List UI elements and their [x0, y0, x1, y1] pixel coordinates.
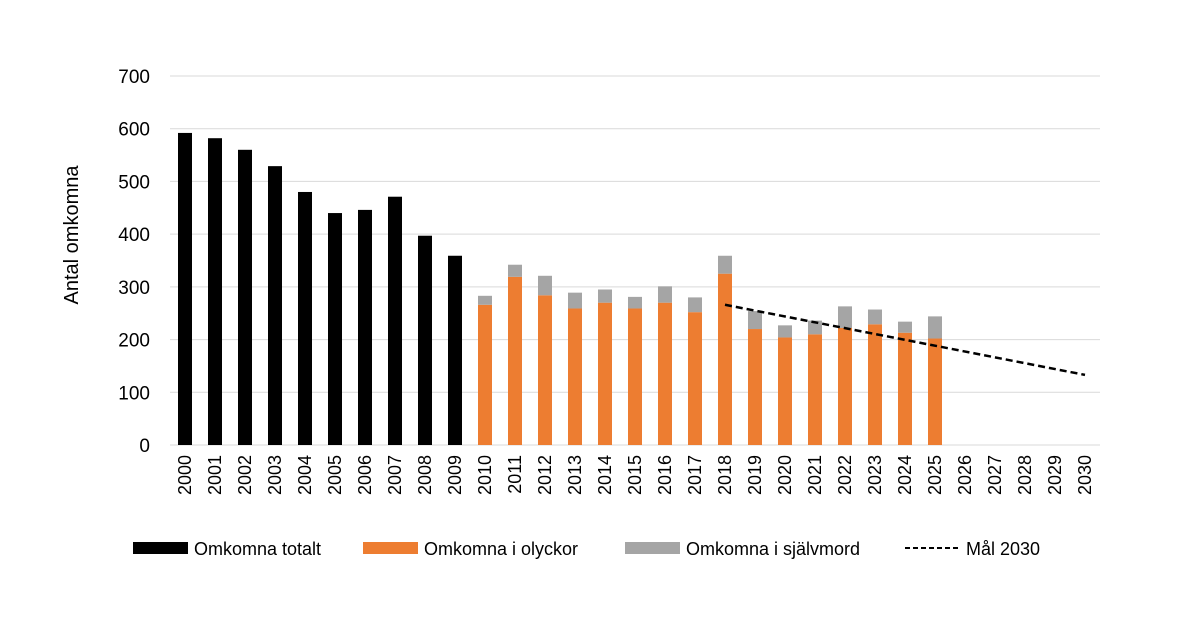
y-tick-label: 400	[118, 225, 150, 246]
x-tick-label: 2008	[415, 455, 435, 495]
y-tick-label: 700	[118, 67, 150, 88]
legend-swatch	[133, 542, 188, 554]
bar-omkomna-sjalvmord	[508, 264, 522, 277]
y-tick-label: 300	[118, 278, 150, 299]
x-tick-label: 2015	[625, 455, 645, 495]
x-tick-label: 2004	[295, 455, 315, 495]
bar-omkomna-olyckor	[718, 273, 732, 445]
bar-omkomna-totalt	[418, 235, 432, 445]
bar-omkomna-olyckor	[538, 295, 552, 445]
x-tick-label: 2017	[685, 455, 705, 495]
bar-omkomna-olyckor	[808, 334, 822, 445]
line-mal-2030	[724, 303, 1086, 377]
x-tick-label: 2001	[205, 455, 225, 495]
x-tick-label: 2020	[775, 455, 795, 495]
bar-omkomna-sjalvmord	[868, 309, 882, 325]
legend-label: Omkomna i olyckor	[424, 539, 578, 559]
x-tick-label: 2029	[1045, 455, 1065, 495]
x-tick-label: 2005	[325, 455, 345, 495]
bar-omkomna-olyckor	[778, 337, 792, 445]
bar-omkomna-totalt	[238, 149, 252, 446]
x-tick-label: 2025	[925, 455, 945, 495]
bar-omkomna-totalt	[388, 196, 402, 445]
bar-omkomna-totalt	[448, 255, 462, 445]
x-tick-label: 2024	[895, 455, 915, 495]
x-tick-label: 2023	[865, 455, 885, 495]
x-tick-label: 2002	[235, 455, 255, 495]
y-tick-label: 200	[118, 331, 150, 352]
x-tick-label: 2018	[715, 455, 735, 495]
legend-label: Omkomna totalt	[194, 539, 321, 559]
x-tick-label: 2030	[1075, 455, 1095, 495]
bar-omkomna-olyckor	[598, 302, 612, 445]
x-tick-label: 2007	[385, 455, 405, 495]
x-tick-label: 2009	[445, 455, 465, 495]
x-tick-label: 2016	[655, 455, 675, 495]
bar-omkomna-olyckor	[928, 338, 942, 445]
x-tick-label: 2010	[475, 455, 495, 495]
legend-swatch	[363, 542, 418, 554]
bar-omkomna-sjalvmord	[928, 316, 942, 339]
x-tick-label: 2006	[355, 455, 375, 495]
bar-omkomna-totalt	[268, 166, 282, 446]
bar-omkomna-sjalvmord	[658, 286, 672, 303]
x-tick-label: 2019	[745, 455, 765, 495]
bar-omkomna-olyckor	[658, 302, 672, 445]
x-tick-label: 2028	[1015, 455, 1035, 495]
bar-omkomna-olyckor	[868, 324, 882, 445]
bar-omkomna-sjalvmord	[718, 255, 732, 274]
x-tick-label: 2000	[175, 455, 195, 495]
bar-omkomna-olyckor	[478, 304, 492, 445]
y-tick-label: 100	[118, 383, 150, 404]
bar-omkomna-olyckor	[628, 308, 642, 445]
bar-omkomna-sjalvmord	[838, 306, 852, 328]
bar-omkomna-olyckor	[898, 332, 912, 445]
bar-omkomna-sjalvmord	[748, 311, 762, 330]
x-tick-label: 2014	[595, 455, 615, 495]
x-tick-label: 2013	[565, 455, 585, 495]
legend-label: Mål 2030	[966, 539, 1040, 559]
x-tick-label: 2003	[265, 455, 285, 495]
bar-omkomna-sjalvmord	[898, 321, 912, 333]
y-tick-label: 500	[118, 172, 150, 193]
bar-omkomna-sjalvmord	[478, 295, 492, 305]
y-tick-label: 600	[118, 120, 150, 141]
legend-swatch	[625, 542, 680, 554]
bar-omkomna-olyckor	[838, 327, 852, 445]
y-axis-label: Antal omkomna	[61, 165, 83, 305]
bar-omkomna-olyckor	[748, 329, 762, 445]
bar-omkomna-totalt	[298, 191, 312, 445]
bar-omkomna-sjalvmord	[538, 275, 552, 296]
x-tick-label: 2022	[835, 455, 855, 495]
bar-omkomna-sjalvmord	[808, 320, 822, 335]
y-tick-label: 0	[139, 436, 150, 457]
bar-omkomna-totalt	[358, 209, 372, 445]
bar-omkomna-sjalvmord	[568, 292, 582, 309]
bar-omkomna-totalt	[178, 132, 192, 445]
legend-label: Omkomna i självmord	[686, 539, 860, 559]
bar-omkomna-totalt	[328, 213, 342, 445]
x-tick-label: 2021	[805, 455, 825, 495]
bar-omkomna-sjalvmord	[598, 289, 612, 303]
bar-omkomna-olyckor	[508, 276, 522, 445]
x-tick-label: 2011	[505, 455, 525, 494]
bar-omkomna-sjalvmord	[778, 325, 792, 338]
bar-omkomna-sjalvmord	[628, 296, 642, 309]
bar-omkomna-sjalvmord	[688, 297, 702, 313]
x-tick-label: 2027	[985, 455, 1005, 495]
bar-omkomna-olyckor	[688, 312, 702, 445]
x-tick-label: 2026	[955, 455, 975, 495]
bar-omkomna-olyckor	[568, 308, 582, 445]
bar-omkomna-totalt	[208, 138, 222, 445]
x-tick-label: 2012	[535, 455, 555, 495]
